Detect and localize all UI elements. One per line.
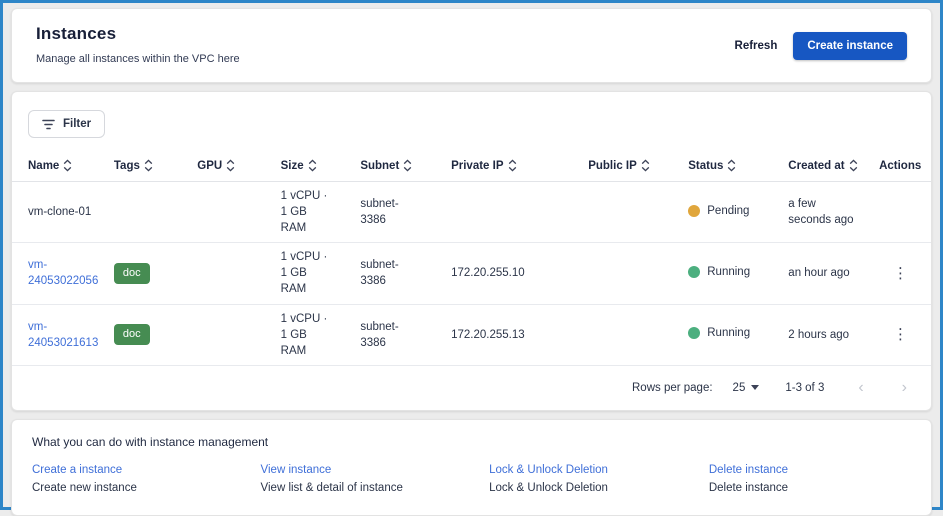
page-title: Instances: [36, 24, 117, 43]
size-value: 1 vCPU · 1 GB RAM: [280, 251, 328, 296]
subnet-value: subnet-3386: [360, 198, 399, 227]
column-header-created-at[interactable]: Created at: [788, 151, 880, 182]
pagination-range: 1-3 of 3: [785, 381, 825, 394]
instance-name: vm-clone-01: [28, 206, 92, 219]
filter-button[interactable]: Filter: [28, 110, 106, 138]
size-value: 1 vCPU · 1 GB RAM: [280, 190, 328, 235]
private-ip-value: [451, 181, 589, 244]
sort-icon[interactable]: [144, 159, 153, 172]
instance-name-link[interactable]: vm-24053022056: [28, 259, 99, 288]
gpu-cell: [197, 181, 281, 244]
table-row: vm-24053021613 doc 1 vCPU · 1 GB RAM sub…: [12, 304, 931, 366]
created-at-value: a few seconds ago: [788, 198, 854, 227]
instance-name-link[interactable]: vm-24053021613: [28, 320, 99, 349]
link-description: Delete instance: [708, 482, 789, 495]
gpu-cell: [197, 242, 281, 305]
sort-icon[interactable]: [308, 159, 317, 172]
public-ip-value: [588, 242, 689, 305]
rows-per-page-value: 25: [732, 381, 746, 394]
link-description: View list & detail of instance: [260, 482, 403, 495]
create-instance-link[interactable]: Create a instance: [32, 463, 123, 476]
chevron-left-icon[interactable]: ‹: [858, 378, 864, 396]
list-item: View instance View list & detail of inst…: [261, 462, 490, 498]
size-value: 1 vCPU · 1 GB RAM: [280, 312, 328, 357]
status-dot: [688, 204, 701, 217]
pagination-nav: ‹ ›: [856, 378, 909, 398]
status-dot: [688, 265, 701, 278]
subnet-value: subnet-3386: [360, 320, 399, 349]
filter-icon: [42, 119, 55, 130]
public-ip-value: [588, 181, 689, 244]
status-badge: Pending: [688, 203, 749, 219]
actions-cell: [879, 181, 931, 244]
column-header-gpu[interactable]: GPU: [197, 151, 281, 182]
rows-per-page-select[interactable]: 25: [733, 382, 760, 394]
instances-table: Name Tags GPU Size Subnet Private IP Pub…: [12, 151, 931, 366]
rows-per-page-label: Rows per page:: [632, 381, 713, 394]
list-item: Lock & Unlock Deletion Lock & Unlock Del…: [489, 462, 709, 498]
column-header-subnet[interactable]: Subnet: [360, 151, 452, 182]
status-label: Running: [707, 327, 751, 340]
status-badge: Running: [688, 264, 750, 280]
table-row: vm-24053022056 doc 1 vCPU · 1 GB RAM sub…: [12, 242, 931, 305]
create-instance-button[interactable]: Create instance: [793, 32, 907, 60]
created-at-value: an hour ago: [788, 267, 850, 280]
help-links-grid: Create a instance Create new instance Vi…: [32, 462, 911, 498]
page-subtitle: Manage all instances within the VPC here: [36, 53, 240, 65]
list-item: Create a instance Create new instance: [32, 462, 261, 498]
sort-icon[interactable]: [403, 159, 412, 172]
column-header-name[interactable]: Name: [12, 151, 114, 182]
header-actions: Refresh Create instance: [735, 32, 907, 60]
help-section-heading: What you can do with instance management: [32, 434, 269, 449]
page-header: Instances Manage all instances within th…: [11, 8, 932, 83]
list-item: Delete instance Delete instance: [709, 462, 911, 498]
gpu-cell: [197, 304, 281, 366]
private-ip-value: 172.20.255.13: [451, 304, 589, 366]
column-header-tags[interactable]: Tags: [113, 151, 198, 182]
page-header-text: Instances Manage all instances within th…: [36, 24, 240, 65]
filter-button-label: Filter: [63, 118, 92, 130]
column-header-public-ip[interactable]: Public IP: [588, 151, 689, 182]
tag-badge: doc: [113, 324, 150, 346]
table-row: vm-clone-01 1 vCPU · 1 GB RAM subnet-338…: [12, 181, 931, 244]
pagination-bar: Rows per page: 25 1-3 of 3 ‹ ›: [12, 366, 931, 410]
status-label: Pending: [707, 204, 750, 217]
sort-icon[interactable]: [226, 159, 235, 172]
public-ip-value: [588, 304, 689, 366]
table-toolbar: Filter: [12, 92, 931, 151]
sort-icon[interactable]: [727, 159, 736, 172]
lock-unlock-deletion-link[interactable]: Lock & Unlock Deletion: [489, 463, 608, 476]
column-header-status[interactable]: Status: [688, 151, 789, 182]
subnet-value: subnet-3386: [360, 259, 399, 288]
column-header-actions: Actions: [879, 151, 931, 182]
delete-instance-link[interactable]: Delete instance: [708, 463, 789, 476]
rows-per-page: Rows per page: 25: [632, 381, 760, 394]
status-badge: Running: [688, 325, 750, 341]
instances-table-card: Filter Name Tags GPU Size Subnet Private…: [11, 91, 932, 411]
sort-icon[interactable]: [63, 159, 72, 172]
kebab-menu-icon[interactable]: ⋮: [887, 323, 915, 346]
sort-icon[interactable]: [849, 159, 858, 172]
tags-cell: [113, 181, 198, 244]
tag-badge: doc: [113, 262, 150, 285]
link-description: Create new instance: [32, 482, 137, 495]
private-ip-value: 172.20.255.10: [451, 242, 589, 305]
view-instance-link[interactable]: View instance: [260, 463, 332, 476]
status-dot: [688, 327, 701, 340]
chevron-down-icon: [751, 385, 760, 391]
sort-icon[interactable]: [641, 159, 650, 172]
help-section: What you can do with instance management…: [11, 418, 932, 516]
kebab-menu-icon[interactable]: ⋮: [887, 262, 915, 285]
chevron-right-icon[interactable]: ›: [901, 378, 907, 396]
status-label: Running: [707, 265, 751, 278]
refresh-button[interactable]: Refresh: [734, 40, 778, 52]
table-header-row: Name Tags GPU Size Subnet Private IP Pub…: [12, 151, 931, 182]
sort-icon[interactable]: [508, 159, 517, 172]
created-at-value: 2 hours ago: [788, 328, 850, 341]
link-description: Lock & Unlock Deletion: [489, 482, 608, 495]
column-header-private-ip[interactable]: Private IP: [451, 151, 589, 182]
column-header-size[interactable]: Size: [280, 151, 361, 182]
